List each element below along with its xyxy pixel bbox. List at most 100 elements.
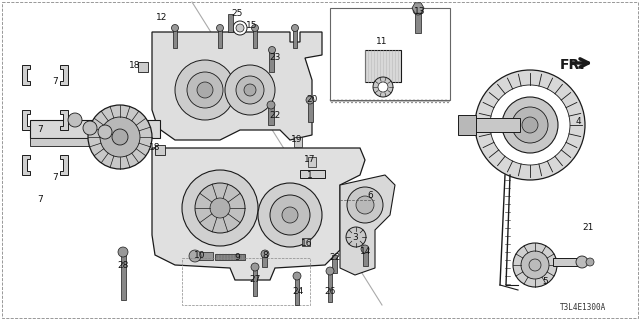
Circle shape	[216, 25, 223, 31]
Text: 3: 3	[352, 233, 358, 242]
Text: 7: 7	[37, 196, 43, 204]
Text: 23: 23	[269, 52, 281, 61]
Text: 22: 22	[269, 110, 280, 119]
Bar	[155, 145, 165, 155]
Text: 6: 6	[367, 191, 373, 201]
Circle shape	[195, 183, 245, 233]
Text: 11: 11	[376, 37, 388, 46]
Circle shape	[233, 21, 247, 35]
Bar	[182, 258, 310, 305]
Circle shape	[490, 85, 570, 165]
Text: 10: 10	[195, 251, 205, 260]
Bar	[121, 252, 126, 300]
Bar	[173, 28, 177, 48]
Bar	[308, 157, 316, 167]
Text: 16: 16	[301, 239, 313, 249]
Text: 24: 24	[292, 287, 303, 297]
Text: 7: 7	[52, 77, 58, 86]
Circle shape	[182, 170, 258, 246]
Circle shape	[378, 82, 388, 92]
Bar	[269, 50, 274, 72]
Circle shape	[373, 77, 393, 97]
Circle shape	[112, 129, 128, 145]
Text: 18: 18	[129, 60, 141, 69]
Bar	[30, 120, 160, 138]
Bar	[30, 138, 110, 146]
Text: 4: 4	[575, 117, 581, 126]
Circle shape	[172, 25, 179, 31]
Bar	[415, 8, 421, 33]
Circle shape	[347, 187, 383, 223]
Bar	[330, 8, 450, 100]
Circle shape	[576, 256, 588, 268]
Text: 22: 22	[330, 253, 340, 262]
Bar	[268, 105, 274, 125]
Bar	[253, 28, 257, 48]
Circle shape	[252, 25, 259, 31]
Polygon shape	[152, 32, 322, 140]
Text: 8: 8	[262, 251, 268, 260]
Circle shape	[293, 272, 301, 280]
Circle shape	[529, 259, 541, 271]
Polygon shape	[60, 65, 68, 85]
Circle shape	[98, 125, 112, 139]
Bar	[458, 115, 476, 135]
Text: 28: 28	[117, 260, 129, 269]
Circle shape	[187, 72, 223, 108]
Bar	[138, 62, 148, 72]
Circle shape	[522, 117, 538, 133]
Circle shape	[175, 60, 235, 120]
Bar	[293, 28, 297, 48]
Circle shape	[356, 196, 374, 214]
Polygon shape	[22, 110, 30, 130]
Circle shape	[521, 251, 549, 279]
Circle shape	[291, 25, 298, 31]
Bar	[215, 254, 245, 260]
Circle shape	[326, 267, 334, 275]
Polygon shape	[152, 148, 365, 280]
Circle shape	[68, 113, 82, 127]
Circle shape	[251, 263, 259, 271]
Circle shape	[512, 107, 548, 143]
Bar	[328, 270, 332, 302]
Text: 18: 18	[149, 143, 161, 153]
Polygon shape	[22, 65, 30, 85]
Circle shape	[189, 250, 201, 262]
Text: 9: 9	[234, 252, 240, 261]
Circle shape	[282, 207, 298, 223]
Text: 7: 7	[37, 125, 43, 134]
Text: 26: 26	[324, 287, 336, 297]
Circle shape	[306, 96, 314, 104]
Circle shape	[261, 250, 269, 258]
Polygon shape	[412, 3, 424, 13]
Circle shape	[225, 65, 275, 115]
Text: 7: 7	[52, 173, 58, 182]
Bar	[300, 170, 325, 178]
Bar	[294, 137, 302, 147]
Text: 12: 12	[156, 13, 168, 22]
Circle shape	[586, 258, 594, 266]
Text: 20: 20	[307, 95, 317, 105]
Circle shape	[270, 195, 310, 235]
Text: 21: 21	[582, 223, 594, 233]
Text: 14: 14	[360, 247, 372, 257]
Bar	[218, 28, 222, 48]
Polygon shape	[60, 155, 68, 175]
Polygon shape	[60, 110, 68, 130]
Polygon shape	[22, 155, 30, 175]
Circle shape	[513, 243, 557, 287]
Circle shape	[197, 82, 213, 98]
Text: 13: 13	[414, 7, 426, 17]
Bar	[470, 118, 520, 132]
Bar	[262, 253, 267, 267]
Circle shape	[236, 76, 264, 104]
Circle shape	[361, 245, 369, 253]
Circle shape	[88, 105, 152, 169]
Circle shape	[210, 198, 230, 218]
Circle shape	[267, 101, 275, 109]
Circle shape	[244, 84, 256, 96]
Text: 25: 25	[231, 10, 243, 19]
Text: 19: 19	[291, 135, 303, 145]
Circle shape	[269, 46, 275, 53]
Text: 1: 1	[307, 171, 313, 180]
